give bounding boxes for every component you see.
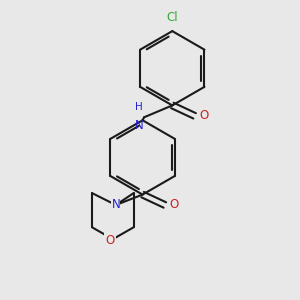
Text: H: H (135, 102, 142, 112)
Text: O: O (199, 109, 208, 122)
Text: O: O (169, 199, 178, 212)
Text: Cl: Cl (167, 11, 178, 24)
Text: N: N (111, 199, 120, 212)
Text: O: O (105, 234, 115, 247)
Text: N: N (135, 119, 143, 132)
